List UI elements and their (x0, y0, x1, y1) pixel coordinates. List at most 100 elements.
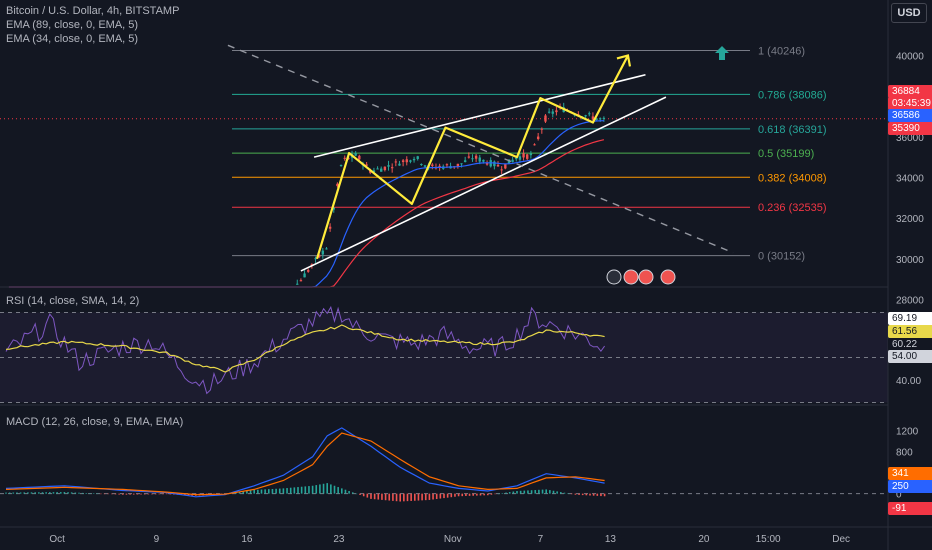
candle-body (540, 128, 544, 130)
macd-histogram-bar (479, 493, 482, 496)
macd-histogram-bar (519, 490, 522, 494)
fib-retracement: 1 (40246) 0.786 (38086) 0.618 (36391) 0.5 (… (0, 45, 888, 263)
time-tick-label: 7 (538, 534, 544, 545)
macd-histogram-bar (23, 492, 26, 494)
rsi-title: RSI (14, close, SMA, 14, 2) (6, 295, 139, 307)
candle-body (456, 163, 460, 167)
macd-histogram-bar (483, 493, 485, 496)
rsi-tick-label: 40.00 (896, 376, 921, 387)
macd-histogram-bar (596, 493, 599, 496)
macd-histogram-bar (140, 493, 142, 495)
candle-body (493, 161, 496, 167)
macd-histogram-bar (8, 492, 11, 494)
macd-histogram-bar (497, 493, 500, 495)
candle-body (314, 258, 317, 260)
macd-histogram-bar (545, 489, 547, 494)
macd-histogram-bar (395, 493, 398, 502)
currency-button[interactable]: USD (891, 3, 927, 23)
macd-histogram-bar (472, 493, 474, 496)
candle-body (401, 160, 405, 163)
trendline-upper (313, 73, 646, 158)
candle-body (522, 153, 525, 158)
macd-histogram-bar (63, 492, 66, 494)
macd-histogram-bar (465, 493, 467, 497)
macd-histogram-bar (260, 489, 263, 494)
macd-histogram-bar (271, 488, 274, 494)
macd-histogram-bar (147, 493, 150, 495)
macd-histogram-bar (454, 493, 456, 497)
macd-histogram-bar (286, 488, 288, 494)
candle-body (383, 166, 387, 171)
macd-histogram-bar (348, 491, 350, 494)
macd-histogram-bar (322, 483, 325, 494)
macd-histogram-bar (556, 491, 558, 494)
candle-body (412, 158, 416, 161)
event-icons (606, 269, 676, 285)
candle-body (328, 226, 332, 229)
macd-histogram-bar (122, 493, 124, 495)
macd-histogram-bar (538, 489, 540, 494)
time-tick-label: Dec (832, 534, 850, 545)
candle-body (409, 160, 412, 162)
macd-histogram-bar (74, 492, 77, 494)
candle-body (387, 165, 390, 167)
up-arrow-icon (715, 46, 729, 60)
macd-histogram-bar (417, 493, 420, 501)
macd-histogram-bar (235, 492, 237, 494)
candle-body (518, 156, 522, 160)
macd-histogram-bar (30, 492, 33, 494)
macd-histogram-bar (570, 493, 573, 495)
candle-body (380, 168, 383, 172)
rsi-pane: RSI (14, close, SMA, 14, 2) 40.00 (0, 295, 921, 403)
macd-histogram-bar (103, 493, 106, 495)
candle-body (369, 170, 372, 173)
macd-histogram-bar (406, 493, 409, 502)
macd-histogram-bar (92, 493, 95, 494)
flash-icon (606, 269, 622, 285)
time-tick-label: 23 (333, 534, 345, 545)
ema89-line (8, 139, 605, 288)
macd-tick-label: 0 (896, 490, 902, 501)
trendline-resistance (227, 44, 734, 254)
macd-histogram-bar (424, 493, 427, 501)
macd-histogram-bar (132, 493, 135, 495)
candle-body (474, 155, 478, 159)
chart-title: Bitcoin / U.S. Dollar, 4h, BITSTAMP (6, 5, 180, 17)
candle-body (584, 115, 587, 117)
macd-histogram-bar (578, 493, 580, 495)
macd-histogram-bar (351, 492, 354, 494)
fib-level-label: 1 (40246) (758, 45, 805, 57)
macd-histogram-bar (81, 492, 84, 494)
macd-histogram-bar (246, 491, 248, 494)
macd-histogram-bar (96, 493, 99, 495)
ema34-legend: EMA (34, close, 0, EMA, 5) (6, 33, 139, 45)
price-tick-label: 32000 (896, 214, 924, 225)
drawings (227, 44, 734, 272)
candle-body (485, 162, 489, 165)
macd-histogram-bar (399, 493, 401, 502)
macd-histogram-bar (249, 490, 252, 494)
time-tick-label: 13 (605, 534, 617, 545)
macd-histogram-bar (450, 493, 453, 498)
macd-histogram-bar (432, 493, 434, 500)
macd-tag-signal: 341 (888, 467, 932, 480)
macd-histogram-bar (304, 486, 307, 494)
candle-body (416, 156, 419, 159)
macd-histogram-bar (534, 490, 537, 494)
macd-histogram-bar (257, 489, 259, 494)
candle-body (595, 118, 598, 120)
macd-histogram-bar (384, 493, 387, 501)
macd-histogram-bar (377, 493, 380, 500)
macd-histogram-bar (27, 492, 29, 494)
candle-body (325, 248, 328, 250)
candle-body (599, 118, 602, 120)
price-tick-label: 36000 (896, 133, 924, 144)
time-tick-label: Oct (49, 534, 65, 545)
us-flag-icon (660, 269, 676, 285)
macd-histogram-bar (19, 492, 22, 494)
rsi-ma-line (5, 324, 605, 373)
candle-body (394, 161, 398, 163)
macd-histogram-bar (468, 493, 471, 496)
